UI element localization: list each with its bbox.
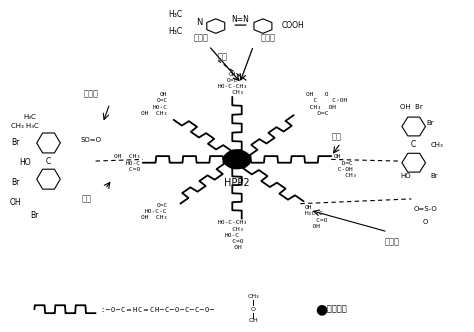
Text: N: N — [196, 18, 202, 27]
Text: OH
O=C
HO-C-CH₃
   CH₃: OH O=C HO-C-CH₃ CH₃ — [217, 72, 247, 95]
Text: O: O — [251, 307, 256, 312]
Text: 偶极键: 偶极键 — [194, 34, 209, 42]
Text: Br: Br — [430, 173, 438, 179]
Text: Br: Br — [427, 120, 434, 126]
Text: C: C — [46, 157, 51, 166]
Text: CH₃: CH₃ — [430, 142, 443, 148]
Text: :$-$O$-$C$=$HC$=$CH$-$C$-$O$-$C$-$C$-$O$-$: :$-$O$-$C$=$HC$=$CH$-$C$-$O$-$C$-$C$-$O$… — [100, 305, 216, 314]
Text: SO=O: SO=O — [81, 137, 101, 143]
Text: 偶极键: 偶极键 — [261, 34, 275, 42]
Text: 偶极键: 偶极键 — [83, 89, 99, 98]
Text: CH₃ H₃C: CH₃ H₃C — [11, 124, 39, 129]
Circle shape — [224, 150, 250, 169]
Text: O: O — [423, 219, 428, 225]
Text: OH   O
  C    C-OH
 CH₃  OH
   O=C: OH O C C-OH CH₃ OH O=C — [306, 92, 347, 116]
Text: Br: Br — [11, 138, 20, 147]
Text: ●: ● — [315, 302, 327, 316]
Text: C: C — [411, 140, 416, 149]
Text: H₃C: H₃C — [169, 10, 183, 19]
Text: H₃C: H₃C — [169, 27, 183, 36]
Text: OH  Br: OH Br — [400, 104, 423, 110]
Text: HO-C-CH₃
   CH₃
HO-C
   C=O
   OH: HO-C-CH₃ CH₃ HO-C C=O OH — [217, 220, 247, 250]
Text: 氢键: 氢键 — [81, 195, 91, 204]
Text: OH
O=C
HO-C
OH  CH₃: OH O=C HO-C OH CH₃ — [141, 92, 168, 116]
Text: :半纤维素: :半纤维素 — [324, 305, 347, 314]
Text: Br: Br — [30, 211, 38, 220]
Text: 氢键: 氢键 — [331, 132, 341, 141]
Text: OH
H₃C-C
   C=O
  OH: OH H₃C-C C=O OH — [305, 205, 328, 229]
Text: HO: HO — [19, 158, 31, 167]
Text: N=N: N=N — [231, 15, 249, 25]
Text: OH: OH — [249, 318, 258, 323]
Text: COOH: COOH — [282, 21, 304, 30]
Text: CH₃: CH₃ — [248, 294, 259, 299]
Text: Br: Br — [11, 178, 20, 187]
Text: OH  CH₃
HO-C
    C=O: OH CH₃ HO-C C=O — [114, 154, 140, 172]
Text: O=S-O: O=S-O — [414, 206, 438, 212]
Text: OH
  O=C
 C-OH
   CH₃: OH O=C C-OH CH₃ — [334, 154, 356, 178]
Text: 氢键: 氢键 — [218, 53, 228, 62]
Text: O=C
HO-C-C
OH  CH₃: O=C HO-C-C OH CH₃ — [141, 203, 168, 220]
Text: HO: HO — [401, 173, 411, 179]
Text: H₃C: H₃C — [23, 114, 36, 120]
Text: HPP2: HPP2 — [224, 178, 250, 188]
Text: 偶极键: 偶极键 — [385, 237, 400, 246]
Text: OH: OH — [9, 198, 21, 207]
